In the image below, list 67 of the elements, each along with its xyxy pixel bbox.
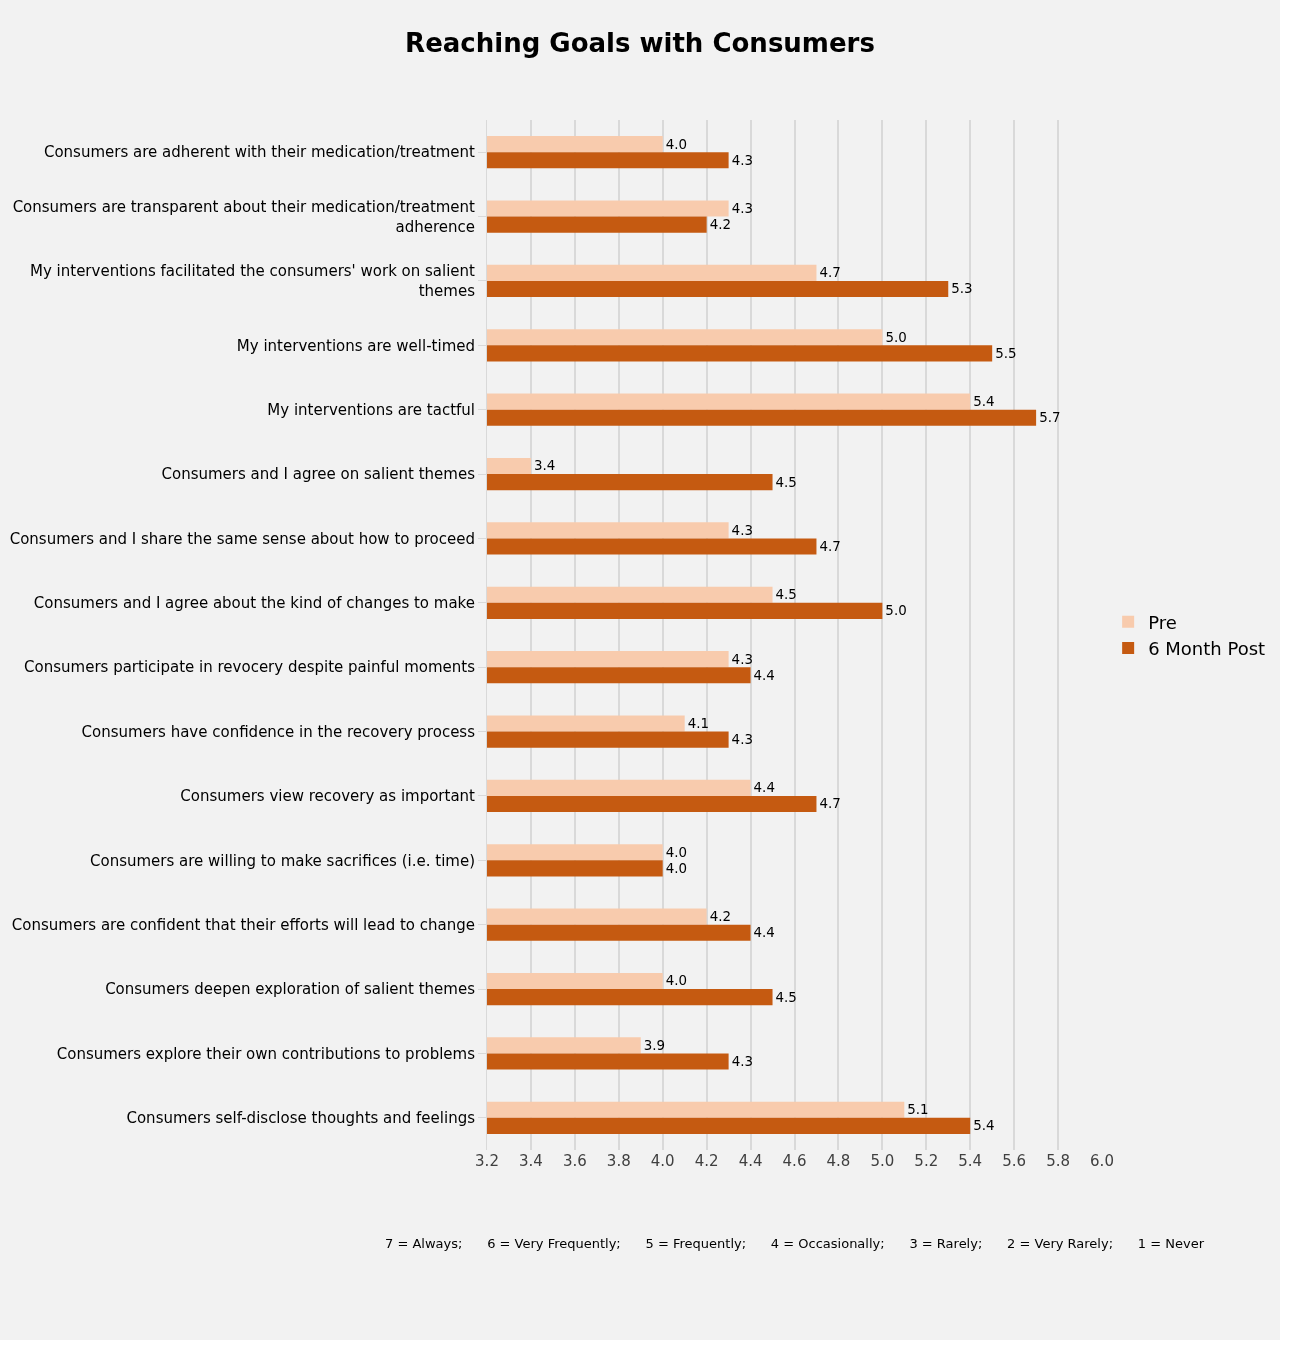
data-label: 5.0 xyxy=(885,329,907,345)
text: 7 = Always; 6 = Very Frequently; 5 = Frequently; 4 = Occasionally; 3 = Rarely; 2 = Very Rarely; 1 = Never xyxy=(385,1236,1205,1251)
y-tick-label: Consumers view recovery as important xyxy=(180,787,476,806)
data-label: 3.4 xyxy=(533,458,556,474)
data-label: 5.1 xyxy=(907,1102,929,1118)
data-label: 3.9 xyxy=(643,1037,666,1053)
x-tick-label: 5.6 xyxy=(1002,1152,1027,1170)
x-tick-label: 3.6 xyxy=(562,1152,587,1170)
y-tick-label: Consumers and I agree about the kind of changes to make xyxy=(33,594,475,613)
x-tick-label: 3.4 xyxy=(519,1152,543,1170)
x-tick-label: 5.2 xyxy=(914,1152,939,1170)
data-label: 4.3 xyxy=(731,651,753,667)
legend-label: Pre xyxy=(1148,611,1177,633)
x-tick-label: 5.4 xyxy=(958,1152,983,1170)
legend-label: 6 Month Post xyxy=(1148,638,1266,660)
data-label: 4.0 xyxy=(665,860,688,876)
y-tick-label: My interventions are tactful xyxy=(267,400,475,419)
data-label: 4.3 xyxy=(731,152,753,168)
x-tick-label: 4.2 xyxy=(694,1152,719,1170)
data-label: 4.4 xyxy=(753,667,775,683)
data-label: 4.5 xyxy=(775,474,797,490)
y-tick-label: Consumers deepen exploration of salient themes xyxy=(105,980,476,999)
data-label: 5.3 xyxy=(951,281,973,297)
y-tick-label: My interventions are well-timed xyxy=(236,336,475,355)
data-label: 4.3 xyxy=(731,732,753,748)
data-label: 5.4 xyxy=(973,1118,995,1134)
data-label: 4.5 xyxy=(775,989,797,1005)
data-label: 4.5 xyxy=(775,587,797,603)
data-label: 5.0 xyxy=(885,603,907,619)
data-label: 4.0 xyxy=(665,973,688,989)
x-tick-label: 5.8 xyxy=(1046,1152,1070,1170)
data-label: 4.1 xyxy=(687,715,709,731)
data-label: 5.7 xyxy=(1039,410,1061,426)
data-label: 4.3 xyxy=(731,1053,753,1069)
data-label: 4.2 xyxy=(709,909,731,925)
x-tick-label: 4.4 xyxy=(738,1152,763,1170)
y-tick-label: Consumers explore their own contributions to problems xyxy=(56,1044,476,1063)
y-tick-label: Consumers are confident that their efforts will lead to change xyxy=(11,915,475,934)
y-tick-label: Consumers and I agree on salient themes xyxy=(161,465,476,484)
y-tick-label: My interventions facilitated the consumers' work on salient themes xyxy=(30,262,476,300)
data-label: 4.3 xyxy=(731,522,753,538)
y-tick-label: Consumers are willing to make sacrifices (i.e. time) xyxy=(90,851,475,870)
y-tick-label: Consumers are transparent about their medication/treatment adherence xyxy=(12,198,476,236)
data-label: 4.2 xyxy=(709,217,731,233)
chart-title: Reaching Goals with Consumers xyxy=(405,27,875,58)
x-tick-label: 3.2 xyxy=(475,1152,499,1170)
x-tick-label: 5.0 xyxy=(870,1152,895,1170)
x-tick-label: 4.0 xyxy=(650,1152,675,1170)
y-tick-label: Consumers self-disclose thoughts and feelings xyxy=(126,1109,476,1128)
data-label: 4.7 xyxy=(819,538,841,554)
data-label: 4.0 xyxy=(665,844,688,860)
data-label: 4.3 xyxy=(731,200,753,216)
y-tick-label: Consumers participate in revocery despite painful moments xyxy=(24,658,476,677)
x-tick-label: 3.8 xyxy=(606,1152,631,1170)
y-tick-label: Consumers have confidence in the recovery process xyxy=(81,722,476,741)
data-label: 4.7 xyxy=(819,265,841,281)
data-label: 4.7 xyxy=(819,796,841,812)
data-label: 5.5 xyxy=(995,345,1017,361)
x-tick-label: 4.8 xyxy=(826,1152,851,1170)
data-label: 5.4 xyxy=(973,394,995,410)
x-tick-label: 4.6 xyxy=(782,1152,807,1170)
data-label: 4.4 xyxy=(753,780,775,796)
y-tick-label: Consumers are adherent with their medication/treatment xyxy=(43,143,476,162)
data-label: 4.4 xyxy=(753,925,775,941)
x-tick-label: 6.0 xyxy=(1090,1152,1114,1170)
data-label: 4.0 xyxy=(665,136,688,152)
y-tick-label: Consumers and I share the same sense about how to proceed xyxy=(9,529,475,548)
